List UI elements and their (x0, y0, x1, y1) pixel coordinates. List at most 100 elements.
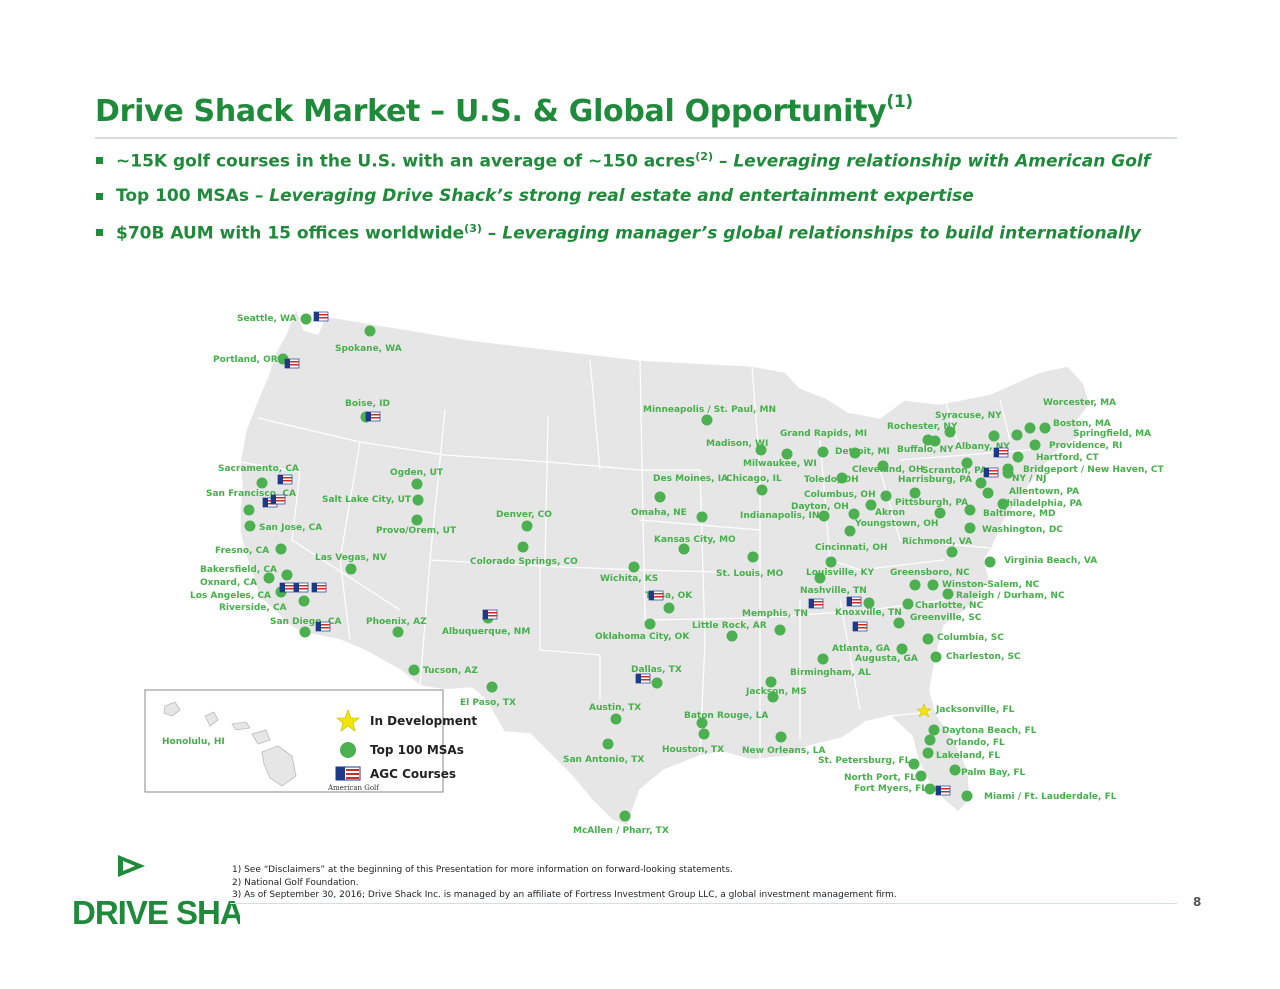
city-label: Rochester, NY (887, 422, 958, 432)
city-marker (610, 713, 622, 725)
bullet-italic-text: Leveraging manager’s global relationship… (502, 223, 1141, 244)
city-marker (747, 551, 759, 563)
footnotes: 1) See “Disclaimers” at the beginning of… (232, 864, 897, 902)
city-label: Portland, OR (213, 355, 278, 365)
city-label: Tulsa, OK (645, 591, 693, 601)
city-label: Denver, CO (496, 510, 552, 520)
logo-text: DRIVE SHACK (72, 894, 240, 931)
city-label: Harrisburg, PA (898, 475, 972, 485)
agc-flag-icon (365, 411, 381, 422)
city-marker (263, 572, 275, 584)
city-label: Oxnard, CA (200, 578, 257, 588)
city-label: Toledo, OH (804, 475, 859, 485)
top-msa-marker-icon (340, 742, 356, 758)
city-label: Charlotte, NC (915, 601, 984, 611)
city-label: Bakersfield, CA (200, 565, 277, 575)
city-label: Las Vegas, NV (315, 553, 387, 563)
page-title: Drive Shack Market – U.S. & Global Oppor… (95, 92, 913, 129)
agc-flag-icon (993, 447, 1009, 458)
city-label: Phoenix, AZ (366, 617, 427, 627)
drive-shack-flag-icon: DRIVE SHACK (72, 855, 291, 931)
city-label: Oklahoma City, OK (595, 632, 690, 642)
city-marker (922, 747, 934, 759)
city-marker (1024, 422, 1036, 434)
bullet-italic-text: Leveraging relationship with American Go… (733, 151, 1151, 172)
city-marker (701, 414, 713, 426)
city-label: Des Moines, IA (653, 474, 728, 484)
bullet-text: $70B AUM with 15 offices worldwide (116, 223, 465, 244)
city-marker (944, 426, 956, 438)
city-label: Houston, TX (662, 745, 724, 755)
city-marker (486, 681, 498, 693)
city-label: Minneapolis / St. Paul, MN (643, 405, 776, 415)
city-marker (644, 618, 656, 630)
agc-flag-icon (648, 590, 664, 601)
state-boundaries (239, 359, 1031, 760)
city-marker (517, 541, 529, 553)
city-label: Colorado Springs, CO (470, 557, 578, 567)
city-marker (345, 563, 357, 575)
city-marker (909, 579, 921, 591)
city-label: Seattle, WA (237, 314, 297, 324)
city-marker (988, 430, 1000, 442)
bullet-square-icon (96, 229, 103, 236)
footnote-3: 3) As of September 30, 2016; Drive Shack… (232, 890, 897, 900)
city-marker (848, 508, 860, 520)
bullet-list: ~15K golf courses in the U.S. with an av… (96, 150, 1206, 258)
bullet-text: Top 100 MSAs (116, 186, 249, 206)
city-marker (814, 572, 826, 584)
city-marker (299, 626, 311, 638)
city-label: Austin, TX (589, 703, 641, 713)
city-label: Grand Rapids, MI (780, 429, 867, 439)
city-marker (408, 664, 420, 676)
city-label: Charleston, SC (946, 652, 1021, 662)
agc-flag-icon (315, 621, 331, 632)
city-label: Hartford, CT (1036, 453, 1099, 463)
city-marker (880, 490, 892, 502)
city-marker (767, 691, 779, 703)
city-label: Orlando, FL (946, 738, 1005, 748)
legend-in-development: In Development (370, 714, 477, 728)
footnote-2: 2) National Golf Foundation. (232, 877, 359, 888)
city-marker (275, 543, 287, 555)
city-label: Fresno, CA (215, 546, 269, 556)
city-label: El Paso, TX (460, 698, 516, 708)
city-marker (817, 446, 829, 458)
city-label: San Antonio, TX (563, 755, 644, 765)
city-marker (865, 499, 877, 511)
city-label: Boise, ID (345, 399, 390, 409)
city-label: Bridgeport / New Haven, CT (1023, 465, 1165, 475)
city-marker (726, 630, 738, 642)
city-label: Scranton, PA (922, 466, 987, 476)
city-label: Detroit, MI (835, 447, 890, 457)
city-marker (817, 653, 829, 665)
drive-shack-logo: DRIVE SHACK (70, 852, 291, 936)
bullet-dash: – (248, 186, 270, 206)
city-marker (922, 633, 934, 645)
bullet-italic-text: Leveraging Drive Shack’s strong real est… (269, 186, 974, 206)
city-label: North Port, FL (844, 773, 916, 783)
bullet-square-icon (96, 193, 103, 200)
city-label: Youngstown, OH (854, 519, 938, 529)
city-label: Kansas City, MO (654, 535, 736, 545)
city-label: Boston, MA (1053, 419, 1111, 429)
footnote-1: 1) See “Disclaimers” at the beginning of… (232, 865, 733, 875)
city-label: Birmingham, AL (790, 668, 871, 678)
hawaii-islands (163, 701, 297, 787)
agc-flag-icon (935, 785, 951, 796)
city-label: Jackson, MS (745, 687, 807, 697)
city-label: Jacksonville, FL (935, 705, 1015, 715)
city-marker (909, 487, 921, 499)
agc-logo-text: American Golf (327, 784, 380, 792)
city-marker (765, 676, 777, 688)
city-marker (964, 522, 976, 534)
city-label: Miami / Ft. Lauderdale, FL (984, 792, 1117, 802)
agc-flag-icon (313, 311, 329, 322)
agc-flag-icon (284, 358, 300, 369)
city-marker (922, 434, 934, 446)
city-label: Akron (875, 508, 905, 518)
city-label: Worcester, MA (1043, 398, 1116, 408)
city-label: Daytona Beach, FL (942, 726, 1037, 736)
city-marker (961, 790, 973, 802)
agc-flag-icon (293, 582, 309, 593)
